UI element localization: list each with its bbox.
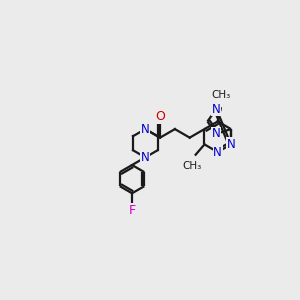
- Text: CH₃: CH₃: [212, 90, 231, 100]
- Text: N: N: [226, 138, 236, 151]
- Text: N: N: [212, 127, 221, 140]
- Text: N: N: [141, 123, 150, 136]
- Text: N: N: [213, 146, 222, 159]
- Text: CH₃: CH₃: [182, 161, 202, 171]
- Text: N: N: [212, 103, 221, 116]
- Text: N: N: [141, 151, 150, 164]
- Text: F: F: [128, 204, 136, 217]
- Text: O: O: [155, 110, 165, 123]
